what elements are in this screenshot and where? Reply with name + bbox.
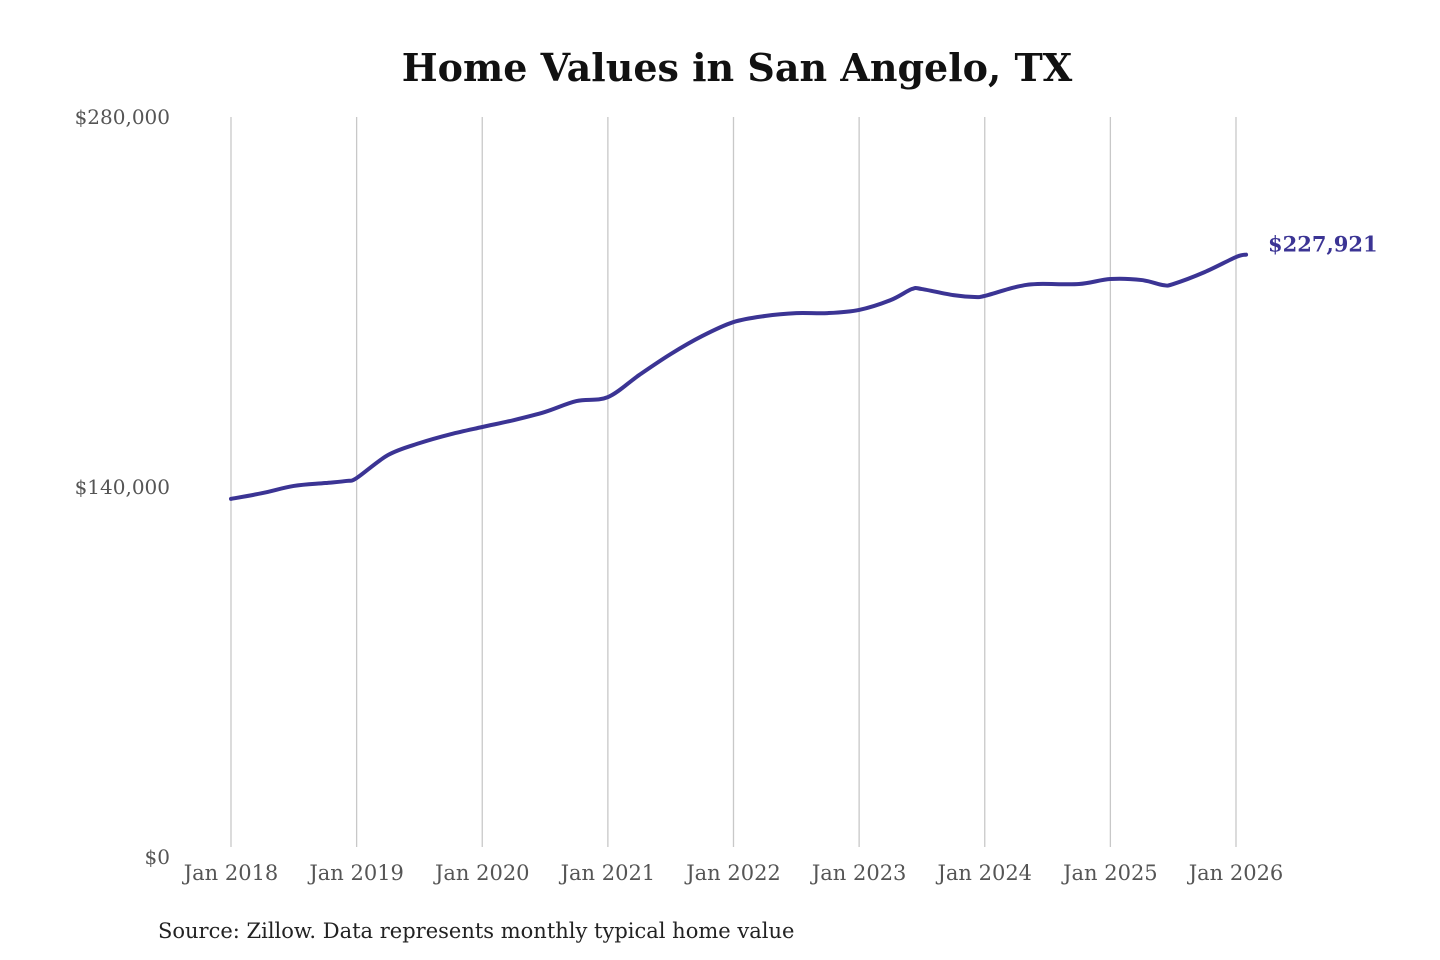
x-tick-label: Jan 2022 [684,861,781,885]
end-value-label: $227,921 [1268,232,1378,257]
x-tick-label: Jan 2018 [182,861,279,885]
x-tick-label: Jan 2023 [810,861,907,885]
x-tick-label: Jan 2024 [935,861,1032,885]
y-tick-label: $280,000 [75,105,170,129]
y-tick-label: $0 [145,845,170,869]
gridlines [230,117,1237,847]
y-axis: $0 $140,000 $280,000 [75,105,170,869]
y-tick-label: $140,000 [75,475,170,499]
x-tick-label: Jan 2019 [307,861,404,885]
source-note: Source: Zillow. Data represents monthly … [158,919,794,943]
x-tick-label: Jan 2021 [559,861,656,885]
x-tick-label: Jan 2020 [433,861,530,885]
x-axis: Jan 2018 Jan 2019 Jan 2020 Jan 2021 Jan 2022… [182,861,1284,885]
x-tick-label: Jan 2026 [1187,861,1284,885]
x-tick-label: Jan 2025 [1061,861,1158,885]
series-line [229,252,1249,501]
chart-title: Home Values in San Angelo, TX [402,45,1073,90]
